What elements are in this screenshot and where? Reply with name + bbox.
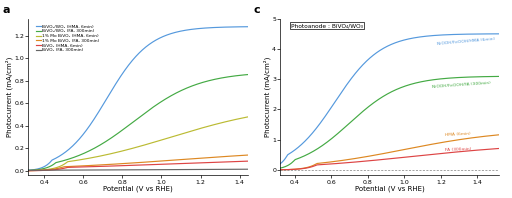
BiVO₄ (FA, 300min) (123, 169, 130, 171)
Text: FA (300min): FA (300min) (444, 147, 471, 152)
BiVO₄ (FA, 300min) (246, 168, 252, 170)
Line: BiVO₄ (HMA, 6min): BiVO₄ (HMA, 6min) (25, 161, 249, 171)
BiVO₄ (HMA, 6min) (79, 166, 86, 168)
BiVO₄ (HMA, 6min) (191, 162, 197, 164)
Text: HMA (6min): HMA (6min) (444, 131, 471, 137)
1% Mo BiVO₄ (FA, 300min) (61, 166, 68, 168)
BiVO₄ (FA, 300min) (79, 169, 86, 171)
BiVO₄/WO₃ (FA, 300min) (22, 169, 28, 172)
1% Mo BiVO₄ (HMA, 6min) (172, 135, 178, 137)
BiVO₄/WO₃ (HMA, 6min) (172, 31, 178, 34)
BiVO₄/WO₃ (FA, 300min) (154, 103, 160, 106)
BiVO₄ (HMA, 6min) (172, 163, 178, 165)
1% Mo BiVO₄ (FA, 300min) (79, 165, 86, 167)
1% Mo BiVO₄ (FA, 300min) (22, 169, 28, 172)
BiVO₄ (FA, 300min) (191, 168, 197, 171)
Line: BiVO₄/WO₃ (HMA, 6min): BiVO₄/WO₃ (HMA, 6min) (25, 27, 249, 170)
BiVO₄ (FA, 300min) (22, 169, 28, 171)
Text: Photoanode : BiVO₄/WO₃: Photoanode : BiVO₄/WO₃ (291, 23, 363, 28)
Line: 1% Mo BiVO₄ (HMA, 6min): 1% Mo BiVO₄ (HMA, 6min) (25, 117, 249, 171)
X-axis label: Potential (V vs RHE): Potential (V vs RHE) (103, 186, 173, 192)
Line: 1% Mo BiVO₄ (FA, 300min): 1% Mo BiVO₄ (FA, 300min) (25, 155, 249, 171)
1% Mo BiVO₄ (HMA, 6min) (123, 149, 130, 151)
BiVO₄ (HMA, 6min) (22, 170, 28, 172)
BiVO₄ (HMA, 6min) (246, 160, 252, 162)
1% Mo BiVO₄ (FA, 300min) (172, 159, 178, 161)
BiVO₄ (HMA, 6min) (154, 163, 160, 166)
BiVO₄/WO₃ (HMA, 6min) (22, 169, 28, 172)
BiVO₄/WO₃ (HMA, 6min) (246, 26, 252, 28)
Legend: BiVO₄/WO₃ (HMA, 6min), BiVO₄/WO₃ (FA, 300min), 1% Mo BiVO₄ (HMA, 6min), 1% Mo Bi: BiVO₄/WO₃ (HMA, 6min), BiVO₄/WO₃ (FA, 30… (35, 24, 100, 53)
BiVO₄/WO₃ (FA, 300min) (191, 84, 197, 87)
BiVO₄ (FA, 300min) (172, 168, 178, 171)
Text: a: a (2, 6, 10, 15)
Y-axis label: Photocurrent (mA/cm²): Photocurrent (mA/cm²) (6, 57, 13, 137)
BiVO₄ (HMA, 6min) (123, 164, 130, 167)
BiVO₄/WO₃ (FA, 300min) (246, 73, 252, 76)
BiVO₄ (FA, 300min) (61, 169, 68, 171)
BiVO₄/WO₃ (HMA, 6min) (61, 152, 68, 154)
Text: NiOOH/FeOOH/HMA (6min): NiOOH/FeOOH/HMA (6min) (437, 37, 496, 46)
1% Mo BiVO₄ (HMA, 6min) (61, 163, 68, 165)
BiVO₄ (FA, 300min) (154, 168, 160, 171)
Text: c: c (254, 6, 261, 15)
Line: BiVO₄ (FA, 300min): BiVO₄ (FA, 300min) (25, 169, 249, 170)
1% Mo BiVO₄ (HMA, 6min) (191, 129, 197, 131)
1% Mo BiVO₄ (HMA, 6min) (154, 140, 160, 143)
BiVO₄/WO₃ (HMA, 6min) (154, 38, 160, 41)
BiVO₄/WO₃ (FA, 300min) (123, 126, 130, 128)
1% Mo BiVO₄ (FA, 300min) (191, 157, 197, 160)
1% Mo BiVO₄ (HMA, 6min) (22, 169, 28, 172)
1% Mo BiVO₄ (FA, 300min) (154, 160, 160, 163)
BiVO₄/WO₃ (FA, 300min) (172, 93, 178, 95)
1% Mo BiVO₄ (HMA, 6min) (79, 158, 86, 161)
1% Mo BiVO₄ (FA, 300min) (123, 162, 130, 165)
BiVO₄/WO₃ (FA, 300min) (61, 159, 68, 162)
Line: BiVO₄/WO₃ (FA, 300min): BiVO₄/WO₃ (FA, 300min) (25, 74, 249, 170)
BiVO₄/WO₃ (HMA, 6min) (123, 67, 130, 69)
BiVO₄/WO₃ (FA, 300min) (79, 153, 86, 155)
BiVO₄ (HMA, 6min) (61, 167, 68, 169)
BiVO₄/WO₃ (HMA, 6min) (79, 134, 86, 137)
1% Mo BiVO₄ (FA, 300min) (246, 154, 252, 156)
X-axis label: Potential (V vs RHE): Potential (V vs RHE) (355, 186, 424, 192)
1% Mo BiVO₄ (HMA, 6min) (246, 115, 252, 118)
Text: NiOOH/FeOOH/FA (300min): NiOOH/FeOOH/FA (300min) (432, 81, 490, 89)
Y-axis label: Photocurrent (mA/cm²): Photocurrent (mA/cm²) (263, 57, 271, 137)
BiVO₄/WO₃ (HMA, 6min) (191, 28, 197, 30)
